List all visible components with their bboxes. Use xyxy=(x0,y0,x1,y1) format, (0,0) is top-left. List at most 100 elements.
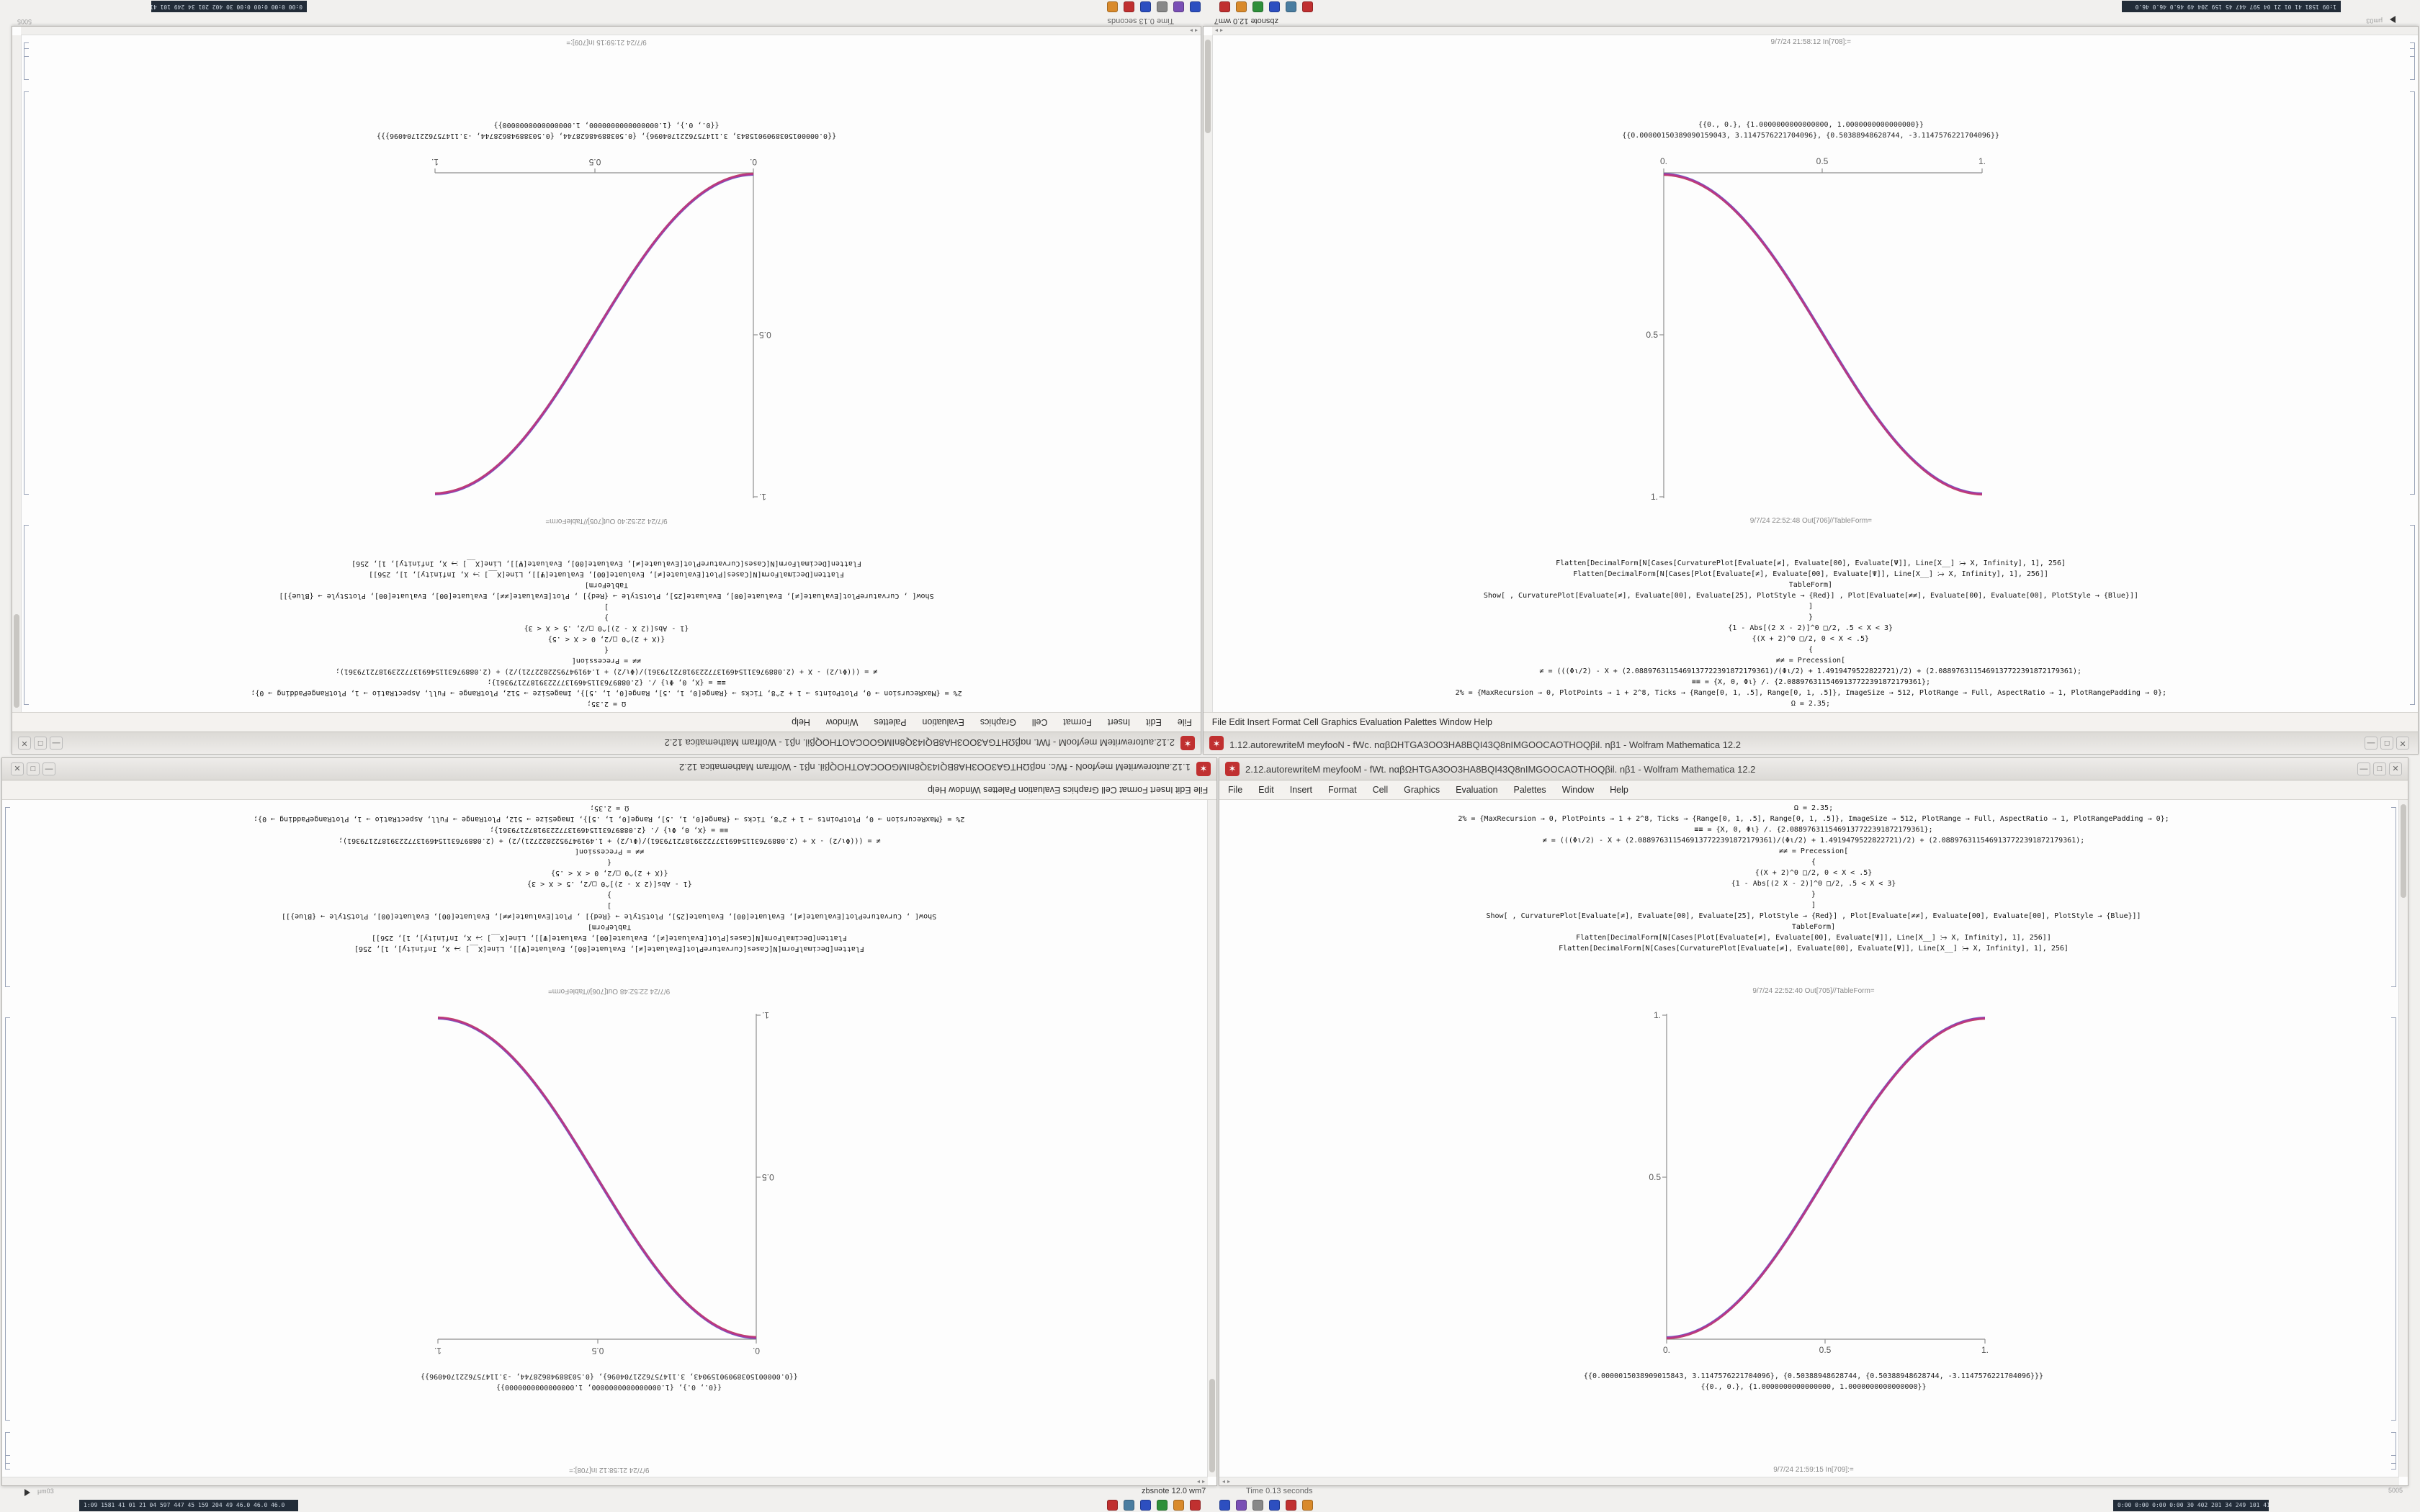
cell-bracket[interactable] xyxy=(5,1455,10,1470)
vertical-scrollbar[interactable] xyxy=(12,35,22,712)
vertical-scrollbar[interactable] xyxy=(1204,35,1213,712)
maximize-button[interactable]: □ xyxy=(27,762,40,775)
cell-bracket[interactable] xyxy=(24,91,29,495)
menu-item-format[interactable]: Format xyxy=(1063,717,1093,727)
input-cell-line[interactable]: Ω = 2.35; xyxy=(1791,700,1831,708)
menu-item-edit[interactable]: Edit xyxy=(1229,717,1245,727)
input-cell-line[interactable]: { xyxy=(1811,858,1816,866)
taskbar-app-icon[interactable] xyxy=(1157,1,1168,12)
input-cell-line[interactable]: Flatten[DecimalForm[N[Cases[CurvaturePlo… xyxy=(354,945,864,953)
input-cell-line[interactable]: Flatten[DecimalForm[N[Cases[Plot[Evaluat… xyxy=(372,934,847,942)
menu-item-edit[interactable]: Edit xyxy=(1146,717,1162,727)
input-cell-line[interactable]: ] xyxy=(1811,901,1816,909)
input-cell-line[interactable]: Show[ , CurvaturePlot[Evaluate[≠], Evalu… xyxy=(279,592,934,600)
menu-item-file[interactable]: File xyxy=(1177,717,1192,727)
input-cell-line[interactable]: ≠≠ = Precession[ xyxy=(1775,657,1846,665)
input-cell-line[interactable]: 2% = {MaxRecursion → 0, PlotPoints → 1 +… xyxy=(1458,815,2169,823)
taskbar-app-icon[interactable] xyxy=(1190,1500,1201,1511)
taskbar-app-icon[interactable] xyxy=(1140,1500,1151,1511)
input-cell-line[interactable]: {(X + 2)^0 □/2, 0 < X < .5} xyxy=(550,869,668,877)
input-cell-line[interactable]: Ω = 2.35; xyxy=(589,804,629,812)
cell-bracket[interactable] xyxy=(24,525,29,705)
menu-item-cell[interactable]: Cell xyxy=(1303,717,1319,727)
taskbar-app-icon[interactable] xyxy=(1173,1500,1184,1511)
scroll-left-icon[interactable]: ◂ xyxy=(1220,27,1224,35)
input-cell-line[interactable]: Ω = 2.35; xyxy=(1793,804,1834,812)
window-titlebar[interactable]: ✕ □ — 1.12.autorewriteM meyfooN - fWc. n… xyxy=(2,758,1216,780)
cell-brackets[interactable] xyxy=(2408,42,2415,705)
scroll-right-icon[interactable]: ▸ xyxy=(1215,27,1219,35)
input-cell-line[interactable]: TableForm] xyxy=(587,923,632,931)
input-cell-line[interactable]: {1 - Abs[(2 X - 2)]^0 □/2, .5 < X < 3} xyxy=(526,880,692,888)
horizontal-scrollbar[interactable]: ◂ ▸ xyxy=(1219,1477,2399,1485)
minimize-button[interactable]: — xyxy=(42,762,55,775)
menu-item-insert[interactable]: Insert xyxy=(1150,785,1173,795)
close-button[interactable]: ✕ xyxy=(2389,762,2402,775)
input-cell-line[interactable]: ≡≡ = {X, 0, Φι} /. {2.088976311546913772… xyxy=(490,826,729,834)
menu-item-window[interactable]: Window xyxy=(948,785,981,795)
horizontal-scrollbar[interactable]: ◂ ▸ xyxy=(2,1477,1208,1485)
menu-item-help[interactable]: Help xyxy=(792,717,810,727)
taskbar-app-icon[interactable] xyxy=(1302,1,1313,12)
scroll-left-icon[interactable]: ◂ xyxy=(1196,1477,1200,1485)
taskbar-app-icon[interactable] xyxy=(1236,1,1247,12)
menu-item-file[interactable]: File xyxy=(1228,785,1243,795)
menu-item-graphics[interactable]: Graphics xyxy=(1062,785,1099,795)
window-titlebar[interactable]: ✶ 2.12.autorewriteM meyfooM - fWt. nαβΩH… xyxy=(1219,758,2408,780)
cell-bracket[interactable] xyxy=(2410,42,2415,57)
input-cell-line[interactable]: Flatten[DecimalForm[N[Cases[CurvaturePlo… xyxy=(351,559,861,567)
input-cell-line[interactable]: TableForm] xyxy=(584,581,629,589)
input-cell-line[interactable]: ≠≠ = Precession[ xyxy=(571,657,642,665)
menu-item-graphics[interactable]: Graphics xyxy=(980,717,1016,727)
input-cell-line[interactable]: Ω = 2.35; xyxy=(586,700,627,708)
input-cell-line[interactable]: TableForm] xyxy=(1788,581,1833,589)
taskbar-app-icon[interactable] xyxy=(1236,1500,1247,1511)
menu-item-format[interactable]: Format xyxy=(1272,717,1301,727)
input-cell-line[interactable]: 2% = {MaxRecursion → 0, PlotPoints → 1 +… xyxy=(1455,689,2166,697)
menu-item-edit[interactable]: Edit xyxy=(1258,785,1274,795)
input-cell-line[interactable]: { xyxy=(604,646,609,654)
menu-item-window[interactable]: Window xyxy=(1439,717,1472,727)
menu-item-graphics[interactable]: Graphics xyxy=(1321,717,1358,727)
minimize-button[interactable]: — xyxy=(50,737,63,750)
input-cell-line[interactable]: ≠ = (((Φι/2) - X + (2.088976311546913772… xyxy=(1539,667,2082,675)
taskbar-app-icon[interactable] xyxy=(1219,1500,1230,1511)
menu-item-help[interactable]: Help xyxy=(927,785,946,795)
taskbar-app-icon[interactable] xyxy=(1157,1500,1168,1511)
input-cell-line[interactable]: Flatten[DecimalForm[N[Cases[Plot[Evaluat… xyxy=(1576,934,2051,942)
input-cell-line[interactable]: {(X + 2)^0 □/2, 0 < X < .5} xyxy=(1754,869,1873,877)
input-cell-line[interactable]: {1 - Abs[(2 X - 2)]^0 □/2, .5 < X < 3} xyxy=(1731,880,1896,888)
cell-bracket[interactable] xyxy=(5,1432,10,1464)
taskbar-app-icon[interactable] xyxy=(1124,1500,1134,1511)
menu-item-evaluation[interactable]: Evaluation xyxy=(1360,717,1402,727)
input-cell-line[interactable]: 2% = {MaxRecursion → 0, PlotPoints → 1 +… xyxy=(251,689,962,697)
taskbar-app-icon[interactable] xyxy=(1286,1500,1296,1511)
vertical-scrollbar-thumb[interactable] xyxy=(1205,40,1211,133)
input-cell-line[interactable]: Flatten[DecimalForm[N[Cases[Plot[Evaluat… xyxy=(369,570,844,578)
taskbar-app-icon[interactable] xyxy=(1140,1,1151,12)
menu-item-help[interactable]: Help xyxy=(1474,717,1493,727)
input-cell-line[interactable]: } xyxy=(1811,891,1816,899)
vertical-scrollbar-thumb[interactable] xyxy=(1209,1379,1215,1472)
cell-bracket[interactable] xyxy=(5,1017,10,1421)
input-cell-line[interactable]: Flatten[DecimalForm[N[Cases[Plot[Evaluat… xyxy=(1573,570,2048,578)
input-cell-line[interactable]: ] xyxy=(606,901,612,909)
menu-item-cell[interactable]: Cell xyxy=(1101,785,1117,795)
vertical-scrollbar[interactable] xyxy=(2398,800,2408,1477)
input-cell-line[interactable]: } xyxy=(1808,613,1814,621)
scroll-left-icon[interactable]: ◂ xyxy=(1194,27,1198,35)
close-button[interactable]: ✕ xyxy=(11,762,24,775)
taskbar-app-icon[interactable] xyxy=(1269,1500,1280,1511)
taskbar-app-icon[interactable] xyxy=(1252,1500,1263,1511)
menu-item-help[interactable]: Help xyxy=(1610,785,1628,795)
input-cell-line[interactable]: ≠ = (((Φι/2) - X + (2.088976311546913772… xyxy=(338,837,881,845)
input-cell-line[interactable]: ≠ = (((Φι/2) - X + (2.088976311546913772… xyxy=(335,667,878,675)
input-cell-line[interactable]: Show[ , CurvaturePlot[Evaluate[≠], Evalu… xyxy=(282,912,937,920)
menu-item-file[interactable]: File xyxy=(1193,785,1208,795)
menu-item-evaluation[interactable]: Evaluation xyxy=(1456,785,1498,795)
cell-bracket[interactable] xyxy=(2410,91,2415,495)
window-titlebar[interactable]: ✕ □ — 1.12.autorewriteM meyfooN - fWc. n… xyxy=(1204,732,2418,754)
input-cell-line[interactable]: ] xyxy=(1808,603,1814,611)
input-cell-line[interactable]: ≡≡ = {X, 0, Φι} /. {2.088976311546913772… xyxy=(1691,678,1930,686)
taskbar-app-icon[interactable] xyxy=(1124,1,1134,12)
